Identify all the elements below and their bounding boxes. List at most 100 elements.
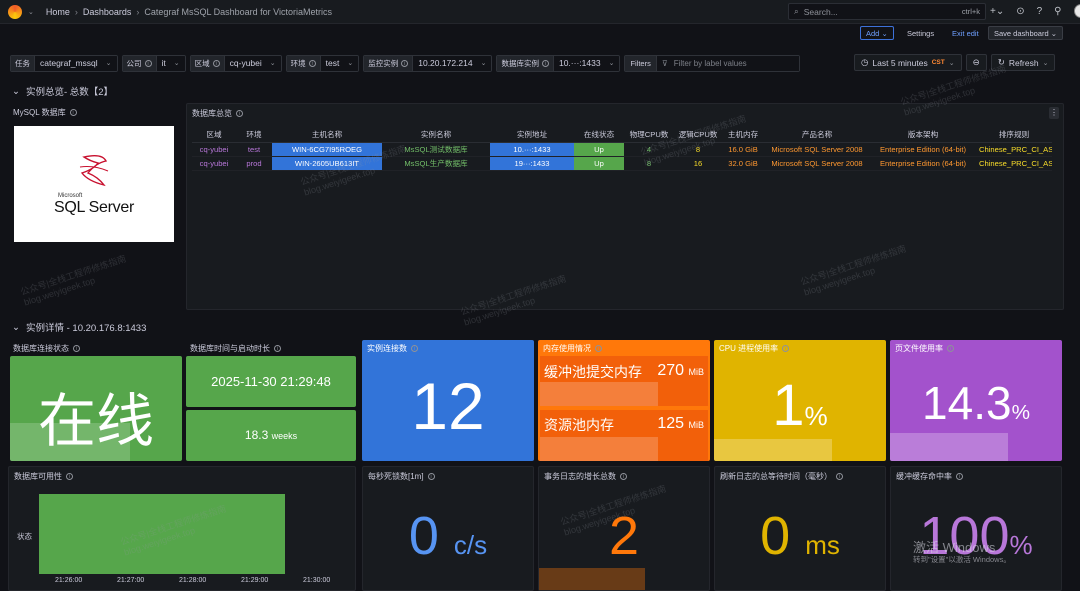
instance-table: 区域 环境 主机名称 实例名称 实例地址 在线状态 物理CPU数 逻辑CPU数 … (192, 128, 1052, 171)
stat-value: 100 (919, 506, 1010, 566)
chevron-right-icon: › (74, 6, 78, 17)
sparkline (540, 382, 658, 406)
avatar[interactable] (1073, 4, 1080, 18)
col-header[interactable]: 版本架构 (870, 128, 976, 143)
cell-memory: 16.0 GiB (722, 142, 764, 157)
panel-title-text: 页文件使用率 (895, 344, 943, 353)
stat-memory-usage: 内存使用情况 i 缓冲池提交内存 270 MiB 资源池内存 125 MiB (538, 340, 710, 461)
activate-windows-hint: 转到"设置"以激活 Windows。 (913, 555, 1011, 564)
stat-unit: weeks (271, 431, 298, 441)
save-dashboard-button[interactable]: Save dashboard ⌄ (988, 26, 1063, 40)
panel-title-text: 事务日志的增长总数 (544, 472, 616, 481)
panel-menu-icon[interactable]: ⋮ (1049, 107, 1059, 119)
grafana-logo-icon[interactable] (8, 4, 22, 19)
col-header[interactable]: 在线状态 (574, 128, 624, 143)
info-icon: i (782, 345, 790, 352)
sparkline (890, 433, 1008, 461)
chevron-down-icon: ⌄ (173, 60, 180, 67)
col-header[interactable]: 物理CPU数 (624, 128, 674, 143)
zoom-out-icon: ⊖ (972, 57, 980, 67)
col-header[interactable]: 排序规则 (976, 128, 1052, 143)
cell-region: cq-yubei (192, 156, 236, 171)
var-env[interactable]: 环境 i test ⌄ (285, 54, 360, 72)
stat-value: 0 (408, 506, 439, 566)
stat-unit: c/s (453, 530, 488, 560)
cell-status: Up (574, 142, 624, 157)
stat-unit: ms (805, 530, 840, 560)
time-range-picker[interactable]: ◷ Last 5 minutes CST ⌄ (854, 54, 962, 71)
panel-title: 实例连接数 i (367, 343, 418, 354)
cell-product: Microsoft SQL Server 2008 (764, 156, 870, 171)
row-header-overview[interactable]: ⌄ 实例总览- 总数【2】 (12, 84, 113, 99)
stat-uptime: 18.3 weeks (186, 410, 356, 461)
cell-product: Microsoft SQL Server 2008 (764, 142, 870, 157)
col-header[interactable]: 实例地址 (490, 128, 574, 143)
news-icon[interactable]: ⊙ (1016, 5, 1025, 17)
filters-placeholder: Filter by label values (673, 58, 747, 68)
add-button[interactable]: Add ⌄ (860, 26, 894, 40)
logo-vendor: Microsoft (58, 193, 83, 199)
panel-title: 每秒死锁数[1m] i (368, 471, 435, 482)
breadcrumb-dashboards[interactable]: Dashboards (82, 6, 132, 17)
var-db-instance[interactable]: 数据库实例 i 10.···:1433 ⌄ (496, 54, 621, 72)
col-header[interactable]: 逻辑CPU数 (674, 128, 722, 143)
var-region[interactable]: 区域 i cq-yubei ⌄ (189, 54, 282, 72)
exit-edit-button[interactable]: Exit edit (952, 28, 979, 38)
sparkline (10, 423, 130, 461)
cell-edition: Enterprise Edition (64-bit) (870, 156, 976, 171)
sparkline (714, 439, 832, 461)
col-header[interactable]: 产品名称 (764, 128, 870, 143)
row-title: 实例详情 - 10.20.176.8:1433 (25, 323, 147, 334)
col-header[interactable]: 环境 (236, 128, 272, 143)
chevron-down-icon[interactable]: ⌄ (28, 8, 34, 16)
bell-icon[interactable]: ⚲ (1054, 5, 1062, 17)
plus-icon[interactable]: +⌄ (990, 5, 1005, 17)
chevron-down-icon: ⌄ (12, 321, 20, 333)
ad-hoc-filters[interactable]: Filters ⊽ Filter by label values (624, 54, 800, 72)
stat-unit: % (1011, 401, 1030, 424)
cell-region: cq-yubei (192, 142, 236, 157)
memory-pool-label: 资源池内存 (544, 417, 614, 433)
stat-value: 14.3 (922, 377, 1012, 429)
info-icon: i (541, 59, 549, 67)
panel-title-text: 缓冲缓存命中率 (896, 472, 952, 481)
info-icon: i (956, 473, 963, 480)
panel-log-flush-wait: 刷新日志的总等待时间（毫秒） i 0 ms (714, 466, 886, 591)
info-icon: i (236, 110, 243, 117)
memory-buffer-label: 缓冲池提交内存 (544, 364, 642, 380)
breadcrumb: Home › Dashboards › Categraf MsSQL Dashb… (46, 7, 332, 17)
chevron-right-icon: › (136, 6, 140, 17)
col-header[interactable]: 主机内存 (722, 128, 764, 143)
chevron-down-icon: ⌄ (347, 60, 354, 67)
breadcrumb-home[interactable]: Home (45, 6, 70, 17)
search-shortcut: ctrl+k (961, 7, 980, 16)
refresh-button[interactable]: ↻ Refresh ⌄ (990, 54, 1056, 71)
col-header[interactable]: 主机名称 (272, 128, 382, 143)
settings-button[interactable]: Settings (907, 28, 935, 38)
var-company[interactable]: 公司 i it ⌄ (121, 54, 186, 72)
axis-tick: 21:28:00 (179, 577, 207, 584)
zoom-out-button[interactable]: ⊖ (965, 54, 987, 71)
refresh-label: Refresh (1008, 57, 1039, 68)
help-icon[interactable]: ? (1036, 5, 1043, 17)
var-monitor-instance[interactable]: 监控实例 i 10.20.172.214 ⌄ (363, 54, 493, 72)
watermark-line1: 公众号|全栈工程师修炼指南 (19, 253, 128, 298)
row-header-details[interactable]: ⌄ 实例详情 - 10.20.176.8:1433 (12, 320, 147, 335)
var-job[interactable]: 任务 categraf_mssql ⌄ (10, 54, 118, 72)
cell-collation: Chinese_PRC_CI_AS (976, 142, 1052, 157)
info-icon: i (144, 59, 152, 67)
cell-instance-name: MsSQL测试数据库 (382, 142, 490, 157)
stat-instance-connections: 实例连接数 i 12 (362, 340, 534, 461)
memory-buffer-section: 缓冲池提交内存 270 MiB (540, 356, 708, 406)
search-input[interactable]: ⌕ Search... ctrl+k (788, 3, 986, 20)
cell-env: prod (236, 156, 272, 171)
availability-bar[interactable] (39, 494, 285, 574)
col-header[interactable]: 实例名称 (382, 128, 490, 143)
time-range-label: Last 5 minutes (872, 57, 928, 68)
logo-product: SQL Server (54, 199, 134, 216)
panel-title: 内存使用情况 i (543, 343, 602, 354)
var-value: cq-yubei (229, 58, 262, 68)
info-icon: i (66, 473, 73, 480)
stat-value: 0 (760, 506, 791, 566)
col-header[interactable]: 区域 (192, 128, 236, 143)
